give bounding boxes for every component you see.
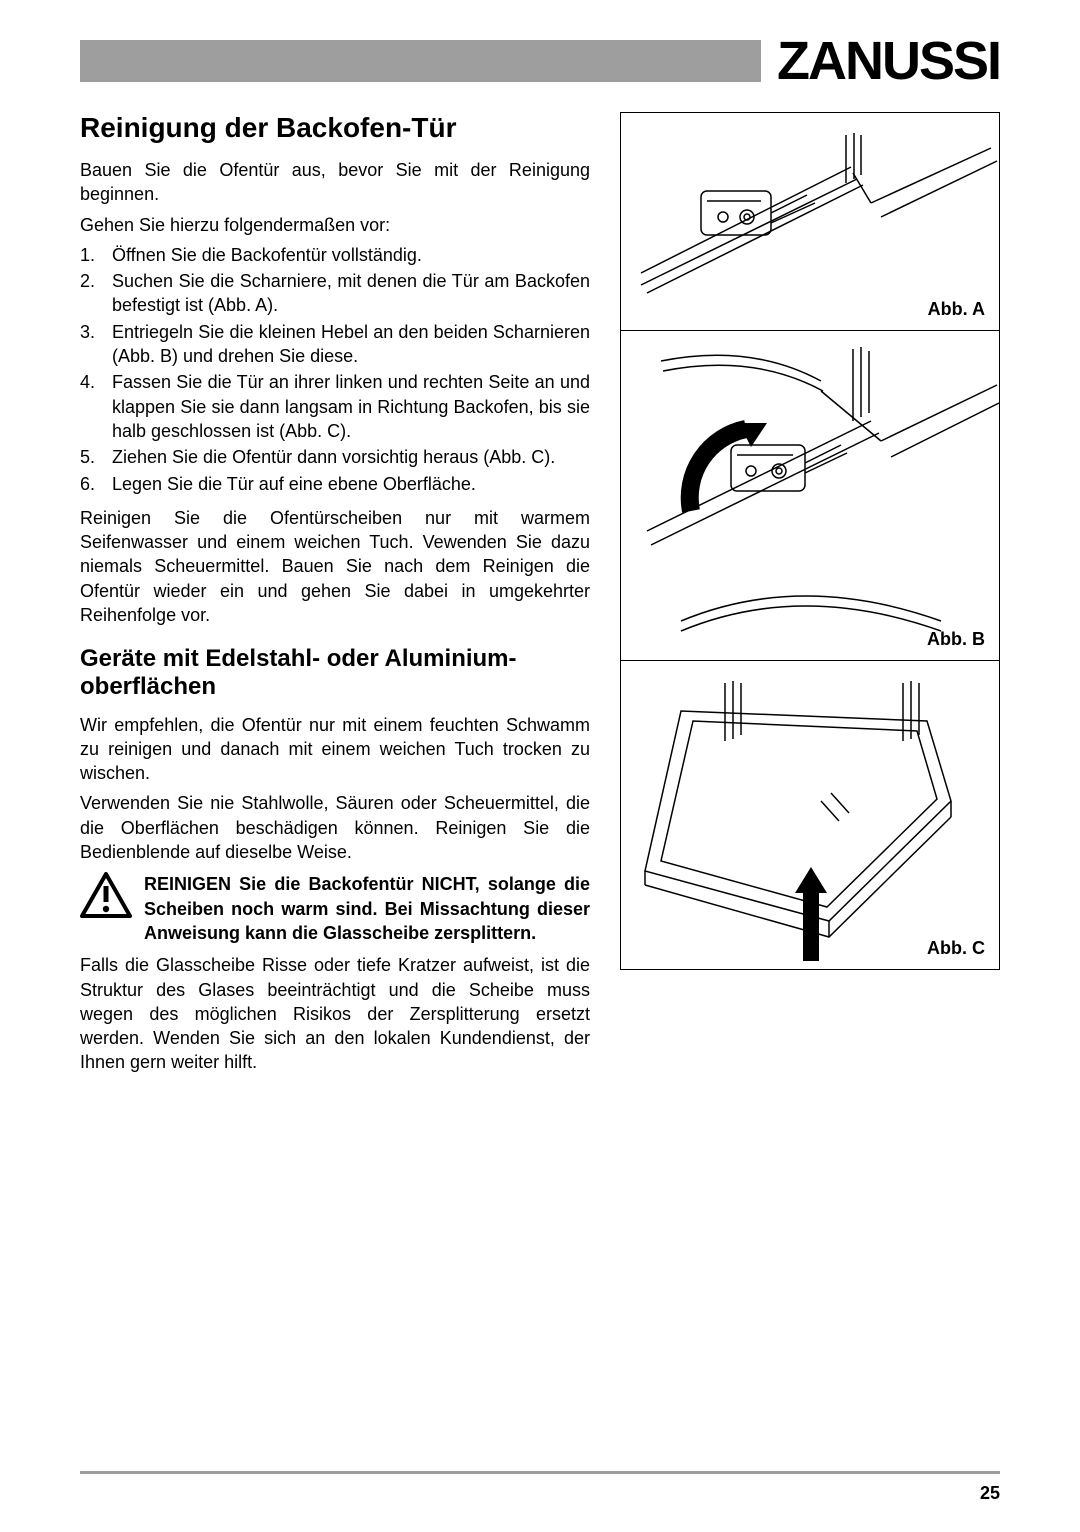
page: ZANUSSI Reinigung der Backofen-Tür Bauen… <box>0 0 1080 1121</box>
warning-icon <box>80 872 132 945</box>
sub-paragraph-2: Verwenden Sie nie Stahlwolle, Säuren ode… <box>80 791 590 864</box>
footer-divider <box>80 1471 1000 1474</box>
content-columns: Reinigung der Backofen-Tür Bauen Sie die… <box>80 112 1000 1081</box>
brand-logo: ZANUSSI <box>777 30 1000 92</box>
figure-c-label: Abb. C <box>927 938 985 959</box>
step-item: Legen Sie die Tür auf eine ebene Oberflä… <box>80 472 590 496</box>
figure-b-svg <box>621 331 1001 661</box>
step-item: Entriegeln Sie die kleinen Hebel an den … <box>80 320 590 369</box>
header-grey-bar <box>80 40 761 82</box>
left-column: Reinigung der Backofen-Tür Bauen Sie die… <box>80 112 590 1081</box>
step-item: Öffnen Sie die Backofentür vollständig. <box>80 243 590 267</box>
step-item: Fassen Sie die Tür an ihrer linken und r… <box>80 370 590 443</box>
figure-a-label: Abb. A <box>928 299 985 320</box>
paragraph-after-steps: Reinigen Sie die Ofentürscheiben nur mit… <box>80 506 590 627</box>
step-item: Suchen Sie die Scharniere, mit denen die… <box>80 269 590 318</box>
warning-block: REINIGEN Sie die Backofentür NICHT, sola… <box>80 872 590 945</box>
paragraph-after-warning: Falls die Glasscheibe Risse oder tiefe K… <box>80 953 590 1074</box>
sub-paragraph-1: Wir empfehlen, die Ofentür nur mit einem… <box>80 713 590 786</box>
warning-text: REINIGEN Sie die Backofentür NICHT, sola… <box>144 872 590 945</box>
figure-b-label: Abb. B <box>927 629 985 650</box>
heading-sub: Geräte mit Edelstahl- oder Aluminium-obe… <box>80 645 590 700</box>
step-item: Ziehen Sie die Ofentür dann vorsichtig h… <box>80 445 590 469</box>
header: ZANUSSI <box>80 30 1000 92</box>
steps-list: Öffnen Sie die Backofentür vollständig. … <box>80 243 590 496</box>
figure-c-svg <box>621 661 1001 971</box>
page-number: 25 <box>980 1483 1000 1504</box>
heading-main: Reinigung der Backofen-Tür <box>80 112 590 144</box>
figure-c: Abb. C <box>620 660 1000 970</box>
intro-paragraph-1: Bauen Sie die Ofentür aus, bevor Sie mit… <box>80 158 590 207</box>
figure-b: Abb. B <box>620 330 1000 660</box>
intro-paragraph-2: Gehen Sie hierzu folgendermaßen vor: <box>80 213 590 237</box>
right-column: Abb. A <box>620 112 1000 1081</box>
figure-a: Abb. A <box>620 112 1000 330</box>
